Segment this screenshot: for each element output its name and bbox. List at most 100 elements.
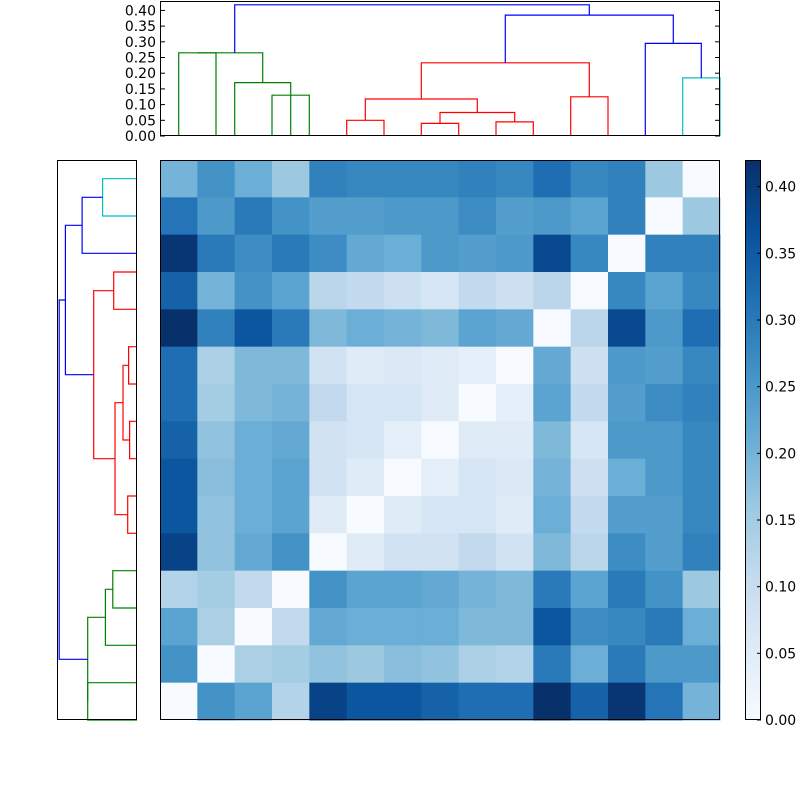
heatmap-cell (570, 496, 609, 534)
heatmap-cell (346, 608, 385, 646)
left-dendrogram-link (129, 420, 137, 460)
colorbar-segment (745, 204, 761, 209)
heatmap-cell (645, 234, 684, 273)
heatmap-cell (197, 496, 236, 534)
heatmap-cell (234, 570, 273, 609)
heatmap-cell (496, 608, 534, 646)
heatmap-cell (682, 421, 721, 460)
heatmap-cell (160, 384, 198, 422)
colorbar-segment (745, 624, 761, 629)
top-dendrogram-link (364, 98, 478, 121)
heatmap-cell (570, 197, 609, 236)
heatmap-cell (533, 458, 572, 497)
heatmap-cell (533, 272, 572, 310)
heatmap-cell (421, 346, 460, 385)
heatmap-cell (346, 160, 385, 198)
heatmap-cell (533, 309, 572, 348)
colorbar-segment (745, 328, 761, 333)
colorbar-segment (745, 604, 761, 609)
heatmap-cell (570, 570, 609, 609)
colorbar-segment (745, 384, 761, 389)
colorbar-segment (745, 372, 761, 377)
colorbar-segment (745, 632, 761, 637)
heatmap-cell (496, 645, 534, 684)
colorbar-segment (745, 476, 761, 481)
colorbar-segment (745, 552, 761, 557)
heatmap-cell (570, 608, 609, 646)
heatmap-cell (645, 458, 684, 497)
colorbar-segment (745, 536, 761, 541)
heatmap-cell (645, 384, 684, 422)
colorbar-segment (745, 252, 761, 257)
colorbar-segment (745, 368, 761, 373)
colorbar-segment (745, 348, 761, 353)
heatmap-cell (496, 234, 534, 273)
heatmap-cell (496, 421, 534, 460)
top-dendrogram-tick-label: 0.40 (125, 3, 156, 19)
colorbar-segment (745, 260, 761, 265)
colorbar-segment (745, 224, 761, 229)
colorbar-segment (745, 244, 761, 249)
heatmap-cell (421, 160, 460, 198)
colorbar-tick-label: 0.00 (765, 713, 796, 729)
top-dendrogram-tick-label: 0.05 (125, 113, 156, 129)
heatmap-cell (421, 197, 460, 236)
heatmap-cell (496, 384, 534, 422)
heatmap-cell (608, 608, 646, 646)
heatmap-cell (346, 533, 385, 572)
colorbar-segment (745, 336, 761, 341)
heatmap-cell (384, 346, 422, 385)
heatmap-cell (234, 272, 273, 310)
heatmap-cell (234, 309, 273, 348)
colorbar-segment (745, 292, 761, 297)
colorbar-tick-label: 0.35 (765, 246, 796, 262)
colorbar-segment (745, 592, 761, 597)
heatmap-cell (645, 645, 684, 684)
heatmap-cell (346, 570, 385, 609)
left-dendrogram-link (127, 495, 137, 534)
heatmap-cell (496, 272, 534, 310)
heatmap-cell (458, 533, 497, 572)
heatmap-cell (570, 384, 609, 422)
colorbar-segment (745, 420, 761, 425)
colorbar-tick-label: 0.15 (765, 513, 796, 529)
colorbar-segment (745, 620, 761, 625)
heatmap-cell (533, 197, 572, 236)
colorbar-segment (745, 284, 761, 289)
top-dendrogram-link (197, 52, 264, 83)
colorbar-segment (745, 208, 761, 213)
heatmap-cell (272, 384, 310, 422)
heatmap-cell (458, 197, 497, 236)
colorbar-segment (745, 168, 761, 173)
heatmap-cell (570, 160, 609, 198)
heatmap-cell (160, 645, 198, 684)
heatmap-cell (197, 682, 236, 721)
heatmap-cell (346, 645, 385, 684)
colorbar-segment (745, 456, 761, 461)
colorbar-segment (745, 352, 761, 357)
colorbar-segment (745, 300, 761, 305)
heatmap-cell (272, 197, 310, 236)
heatmap-cell (496, 533, 534, 572)
heatmap-cell (197, 309, 236, 348)
colorbar-segment (745, 220, 761, 225)
colorbar-segment (745, 160, 761, 165)
colorbar-segment (745, 240, 761, 245)
colorbar-segment (745, 232, 761, 237)
heatmap-cell (645, 496, 684, 534)
colorbar-segment (745, 272, 761, 277)
top-dendrogram-link (271, 94, 310, 136)
heatmap-cell (533, 682, 572, 721)
heatmap-cell (458, 160, 497, 198)
heatmap-cell (309, 496, 348, 534)
heatmap-cell (645, 272, 684, 310)
colorbar-segment (745, 616, 761, 621)
colorbar-segment (745, 248, 761, 253)
heatmap-cell (608, 645, 646, 684)
heatmap-cell (384, 384, 422, 422)
colorbar-segment (745, 376, 761, 381)
colorbar-segment (745, 636, 761, 641)
heatmap-cell (645, 309, 684, 348)
heatmap-cell (346, 197, 385, 236)
colorbar-segment (745, 572, 761, 577)
